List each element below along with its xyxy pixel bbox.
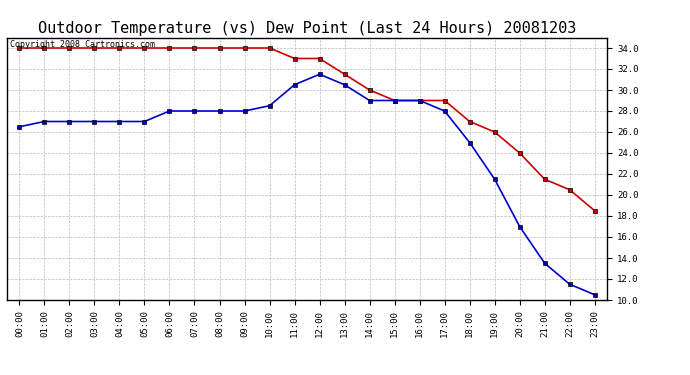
Text: Copyright 2008 Cartronics.com: Copyright 2008 Cartronics.com: [10, 40, 155, 49]
Title: Outdoor Temperature (vs) Dew Point (Last 24 Hours) 20081203: Outdoor Temperature (vs) Dew Point (Last…: [38, 21, 576, 36]
